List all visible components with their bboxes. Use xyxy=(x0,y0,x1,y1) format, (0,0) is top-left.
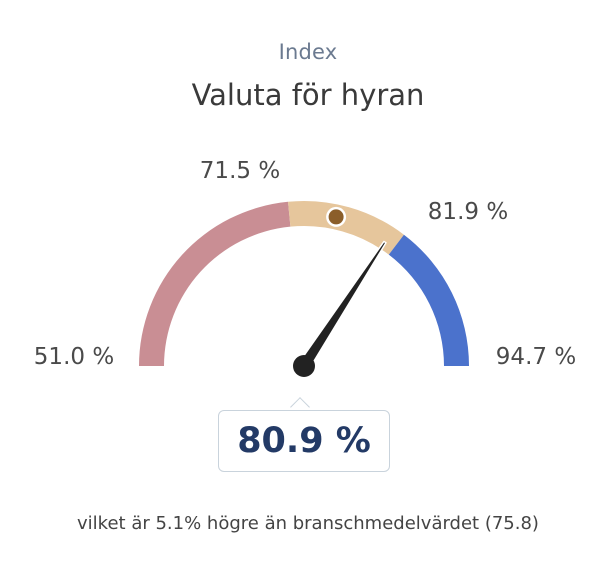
gauge-chart: 51.0 % 71.5 % 81.9 % 94.7 % xyxy=(34,158,576,377)
benchmark-note: vilket är 5.1% högre än branschmedelvärd… xyxy=(77,513,539,534)
gauge-needle-hub xyxy=(293,355,315,377)
tick-label-2: 71.5 % xyxy=(200,158,280,184)
gauge-segments xyxy=(139,201,469,366)
benchmark-marker xyxy=(328,209,344,225)
tick-label-4: 94.7 % xyxy=(496,344,576,370)
chart-subtitle: Index xyxy=(278,40,338,64)
gauge-segment-3 xyxy=(388,234,469,366)
benchmark-marker-group xyxy=(326,206,347,227)
chart-title: Valuta för hyran xyxy=(191,78,425,112)
gauge-segment-2 xyxy=(288,201,404,255)
tick-label-3: 81.9 % xyxy=(428,199,508,225)
gauge-needle-group xyxy=(293,240,387,377)
gauge-segment-1 xyxy=(139,201,291,366)
gauge-needle xyxy=(298,240,387,371)
gauge-tick-labels: 51.0 % 71.5 % 81.9 % 94.7 % xyxy=(34,158,576,370)
tick-label-1: 51.0 % xyxy=(34,344,114,370)
gauge-value-box: 80.9 % xyxy=(218,410,390,472)
